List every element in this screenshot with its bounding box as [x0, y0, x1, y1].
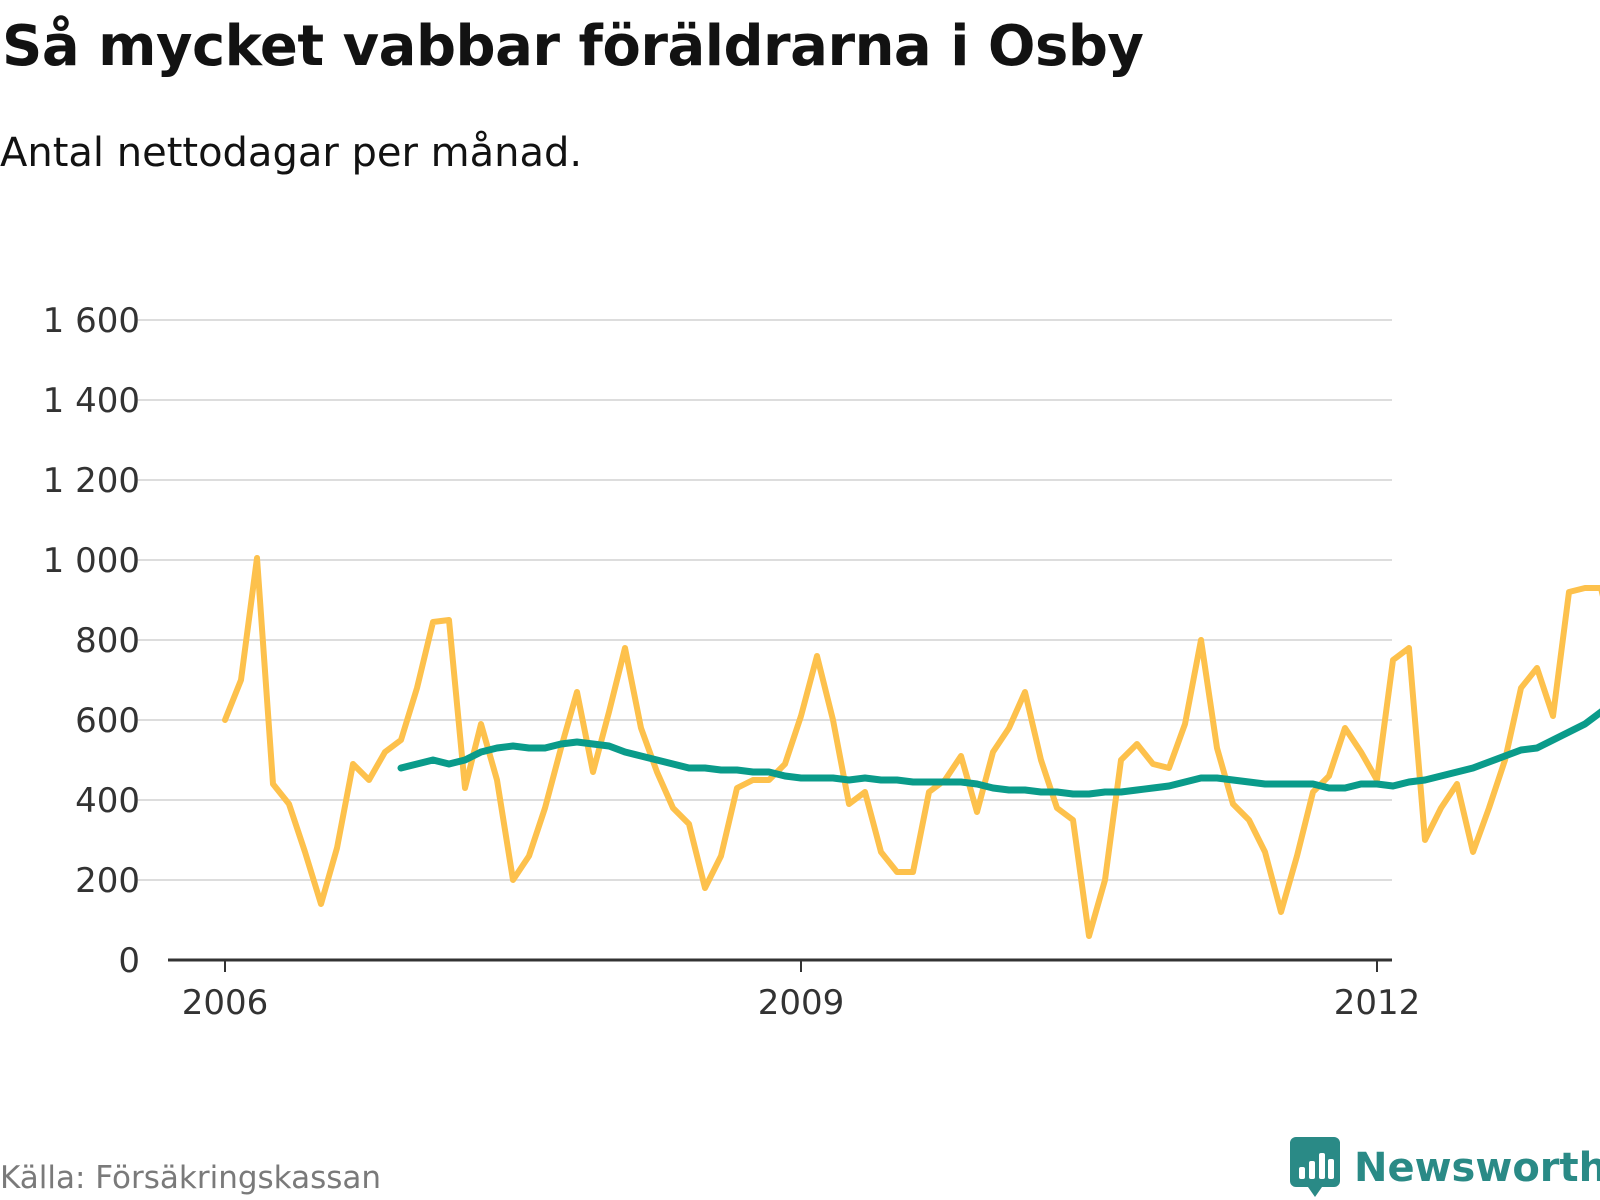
x-tick-label: 2006 — [182, 983, 269, 1023]
gridlines — [138, 319, 1392, 881]
y-tick-label: 1 600 — [43, 301, 140, 341]
x-tick-label: 2009 — [758, 983, 845, 1023]
y-tick-label: 400 — [75, 781, 140, 821]
y-tick-label: 1 000 — [43, 541, 140, 581]
trend-line — [397, 708, 1600, 798]
monthly-line — [222, 555, 1600, 939]
brand-name: Newsworthy — [1354, 1145, 1600, 1191]
y-axis-tick-labels: 0 200 400 600 800 1 000 1 200 1 400 1 600 — [43, 301, 140, 981]
y-tick-label: 600 — [75, 701, 140, 741]
source-note: Källa: Försäkringskassan — [0, 1160, 382, 1196]
page-title: Så mycket vabbar föräldrarna i Osby — [2, 14, 1144, 79]
y-tick-label: 1 200 — [43, 461, 140, 501]
y-tick-label: 1 400 — [43, 381, 140, 421]
y-tick-label: 0 — [118, 941, 140, 981]
x-axis-tick-labels: 2006200920122015201820212023 — [182, 960, 1421, 1023]
y-tick-label: 200 — [75, 861, 140, 901]
x-tick-label: 2012 — [1334, 983, 1421, 1023]
page-subtitle: Antal nettodagar per månad. — [0, 130, 583, 176]
bar-chart-speech-bubble-icon — [1290, 1137, 1340, 1197]
series-lines — [222, 555, 1600, 939]
y-tick-label: 800 — [75, 621, 140, 661]
brand-logo: Newsworthy — [1290, 1137, 1600, 1197]
